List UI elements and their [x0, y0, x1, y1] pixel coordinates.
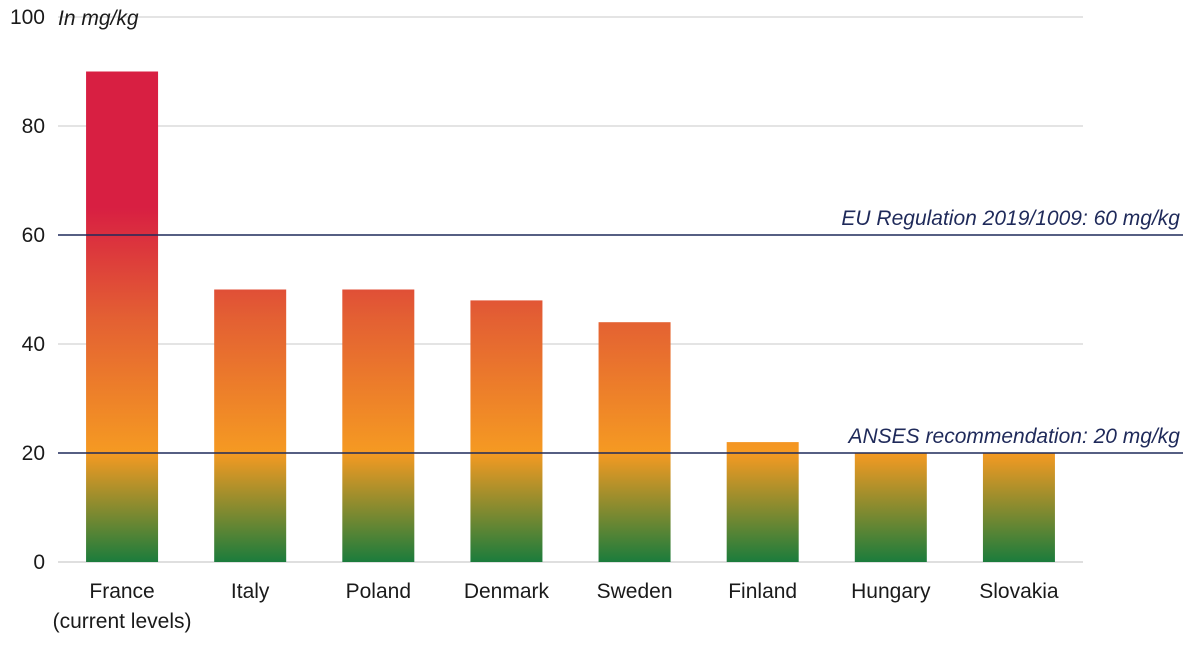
- x-tick-label: (current levels): [53, 610, 192, 633]
- bar: [854, 453, 927, 562]
- bar: [86, 71, 159, 562]
- bars: [86, 71, 1055, 562]
- bar: [214, 289, 287, 562]
- y-tick-label: 80: [22, 115, 45, 138]
- unit-label: In mg/kg: [58, 7, 139, 30]
- bar: [982, 453, 1055, 562]
- y-tick-label: 0: [33, 551, 45, 574]
- x-tick-label: Finland: [728, 580, 797, 603]
- x-axis-labels: France (current levels) Italy Poland Denmark…: [53, 580, 1059, 633]
- x-tick-label: Poland: [346, 580, 411, 603]
- reference-lines: EU Regulation 2019/1009: 60 mg/kg ANSES r…: [58, 207, 1183, 454]
- gridlines: [58, 16, 1083, 563]
- x-tick-label: Denmark: [464, 580, 550, 603]
- y-tick-label: 40: [22, 333, 45, 356]
- bar: [470, 300, 543, 562]
- bar: [342, 289, 415, 562]
- x-tick-label: Hungary: [851, 580, 931, 603]
- y-tick-label: 100: [10, 6, 45, 29]
- y-tick-label: 20: [22, 442, 45, 465]
- x-tick-label: Italy: [231, 580, 270, 603]
- bar: [598, 322, 671, 562]
- bar: [726, 442, 799, 562]
- y-tick-label: 60: [22, 224, 45, 247]
- x-tick-label: Slovakia: [979, 580, 1059, 603]
- reference-line-label: EU Regulation 2019/1009: 60 mg/kg: [841, 207, 1180, 230]
- x-tick-label: Sweden: [597, 580, 673, 603]
- y-axis-ticks: 0 20 40 60 80 100: [10, 6, 45, 574]
- x-tick-label: France: [89, 580, 154, 603]
- reference-line-label: ANSES recommendation: 20 mg/kg: [847, 425, 1181, 448]
